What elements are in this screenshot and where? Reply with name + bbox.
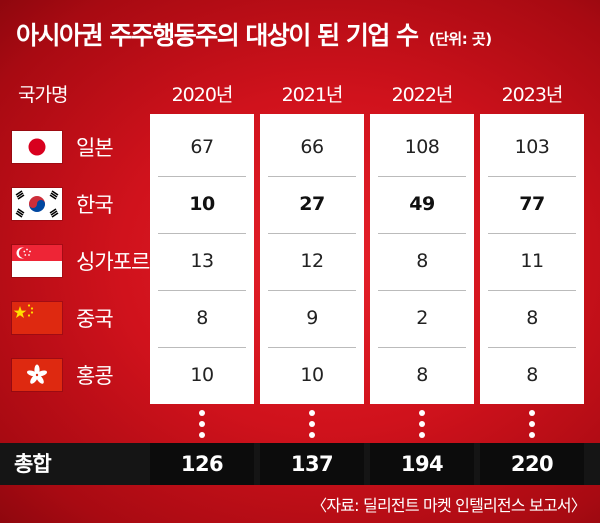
table-cell: 27: [299, 193, 325, 215]
japan-flag: [12, 131, 62, 163]
hongkong-flag: [12, 359, 62, 391]
table-cell: 12: [300, 250, 324, 272]
row-label-0: 일본: [12, 124, 114, 170]
table-cell: 10: [190, 364, 214, 386]
country-name: 홍콩: [76, 364, 114, 388]
table-cell: 8: [526, 307, 538, 329]
country-name: 일본: [76, 136, 114, 160]
dot-mark: [199, 421, 205, 427]
flag-box: [12, 245, 62, 277]
total-label: 총합: [14, 452, 52, 476]
continuation-dots: [260, 410, 364, 443]
table-cell: 67: [190, 136, 214, 158]
continuation-dots: [370, 410, 474, 443]
row-divider: [268, 290, 356, 291]
country-name: 중국: [76, 307, 114, 331]
flag-box: [12, 188, 62, 220]
row-label-2: 싱가포르: [12, 238, 150, 284]
source-note: 〈자료: 딜리전트 마켓 인텔리전스 보고서〉: [311, 496, 587, 515]
table-cell: 108: [404, 136, 440, 158]
chart-title: 아시아권 주주행동주의 대상이 된 기업 수 (단위: 곳): [16, 16, 492, 52]
table-cell: 49: [409, 193, 435, 215]
row-label-3: 중국: [12, 295, 114, 341]
flag-box: [12, 359, 62, 391]
row-divider: [158, 176, 246, 177]
table-cell: 103: [514, 136, 550, 158]
title-text: 아시아권 주주행동주의 대상이 된 기업 수: [16, 21, 419, 50]
table-cell: 8: [416, 364, 428, 386]
table-cell: 8: [196, 307, 208, 329]
dot-mark: [419, 421, 425, 427]
column-header-0: 2020년: [171, 84, 234, 106]
data-column-3: 103 77 11 8 8: [480, 114, 584, 404]
column-header-3: 2023년: [501, 84, 564, 106]
row-divider: [378, 347, 466, 348]
table-cell: 10: [300, 364, 324, 386]
table-cell: 2: [416, 307, 428, 329]
flag-box: [12, 302, 62, 334]
total-cell-2: 194: [370, 443, 474, 485]
data-column-0: 67 10 13 8 10: [150, 114, 254, 404]
table-cell: 10: [189, 193, 215, 215]
dot-mark: [419, 432, 425, 438]
data-column-1: 66 27 12 9 10: [260, 114, 364, 404]
row-divider: [158, 347, 246, 348]
dot-mark: [199, 432, 205, 438]
row-divider: [378, 233, 466, 234]
unit-label: (단위: 곳): [428, 30, 492, 48]
table-cell: 11: [520, 250, 544, 272]
table-cell: 9: [306, 307, 318, 329]
dot-mark: [529, 410, 535, 416]
row-divider: [158, 290, 246, 291]
row-header: 국가명: [18, 84, 68, 106]
continuation-dots: [150, 410, 254, 443]
row-divider: [488, 233, 576, 234]
row-divider: [488, 290, 576, 291]
table-cell: 8: [416, 250, 428, 272]
flag-box: [12, 131, 62, 163]
china-flag: [12, 302, 62, 334]
row-divider: [488, 176, 576, 177]
table-cell: 13: [190, 250, 214, 272]
korea-flag: [12, 188, 62, 220]
column-header-2: 2022년: [391, 84, 454, 106]
column-header-1: 2021년: [281, 84, 344, 106]
dot-mark: [309, 421, 315, 427]
continuation-dots: [480, 410, 584, 443]
row-divider: [378, 176, 466, 177]
row-label-4: 홍콩: [12, 352, 114, 398]
dot-mark: [309, 410, 315, 416]
row-divider: [268, 233, 356, 234]
row-divider: [268, 347, 356, 348]
dot-mark: [309, 432, 315, 438]
row-label-1: 한국: [12, 181, 114, 227]
dot-mark: [199, 410, 205, 416]
table-cell: 77: [519, 193, 545, 215]
table-cell: 8: [526, 364, 538, 386]
singapore-flag: [12, 245, 62, 277]
dot-mark: [529, 421, 535, 427]
row-divider: [158, 233, 246, 234]
row-divider: [488, 347, 576, 348]
table-cell: 66: [300, 136, 324, 158]
dot-mark: [419, 410, 425, 416]
row-divider: [378, 290, 466, 291]
row-divider: [268, 176, 356, 177]
country-name: 한국: [76, 193, 114, 217]
total-cell-1: 137: [260, 443, 364, 485]
country-name: 싱가포르: [76, 250, 150, 274]
dot-mark: [529, 432, 535, 438]
data-column-2: 108 49 8 2 8: [370, 114, 474, 404]
total-cell-3: 220: [480, 443, 584, 485]
total-cell-0: 126: [150, 443, 254, 485]
